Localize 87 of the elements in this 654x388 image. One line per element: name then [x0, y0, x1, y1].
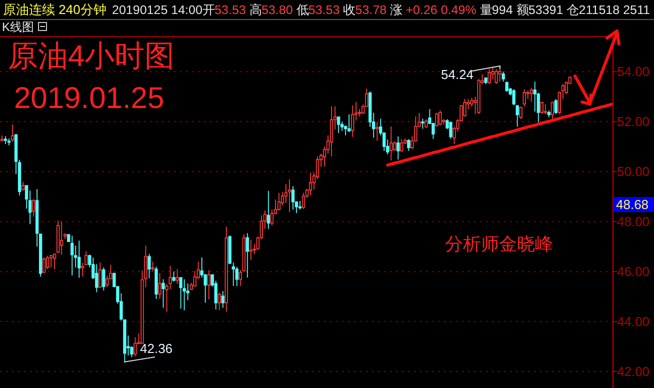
candlestick	[221, 290, 224, 308]
y-tick-label: 44.00	[617, 314, 650, 330]
candlestick	[49, 254, 53, 268]
candlestick	[540, 101, 544, 115]
candlestick	[78, 240, 81, 278]
candlestick	[218, 292, 221, 311]
candlestick	[298, 200, 302, 210]
candlestick	[336, 116, 340, 134]
candlestick	[56, 220, 60, 253]
candlestick	[505, 81, 508, 92]
candlestick	[291, 186, 295, 210]
chart-title: 原油4小时图	[8, 40, 175, 73]
candlestick	[4, 136, 8, 145]
text: 48.68	[616, 197, 649, 212]
candlestick	[502, 71, 505, 82]
candlestick	[7, 138, 11, 146]
candlestick	[400, 138, 404, 152]
candlestick	[438, 110, 442, 126]
candlestick	[10, 124, 14, 142]
candlestick	[519, 106, 522, 120]
candlestick	[277, 192, 281, 211]
y-tick-label: 42.00	[617, 364, 650, 380]
candlestick	[182, 278, 186, 311]
candlestick	[249, 239, 252, 261]
y-tick-label: 48.00	[617, 214, 650, 230]
candlestick	[491, 66, 494, 80]
candlestick	[151, 261, 154, 272]
candlestick	[424, 118, 428, 128]
candlestick	[148, 253, 151, 279]
candlestick	[488, 68, 491, 85]
candlestick	[407, 138, 410, 152]
candlestick	[449, 121, 452, 140]
candlestick	[390, 126, 393, 161]
candlestick	[550, 101, 554, 120]
candlestick	[60, 221, 64, 256]
candlestick	[477, 78, 480, 115]
candlestick	[21, 181, 25, 191]
candlestick	[162, 278, 165, 308]
candlestick	[288, 178, 292, 213]
y-tick-label: 54.00	[617, 64, 650, 80]
text: K线图	[2, 20, 34, 34]
candlestick	[102, 266, 106, 292]
candlestick	[347, 114, 351, 132]
candlestick	[32, 198, 36, 218]
candlestick	[98, 262, 102, 288]
candlestick	[154, 266, 158, 300]
candlestick	[246, 232, 249, 278]
candlestick	[52, 254, 56, 270]
candlestick	[484, 77, 488, 85]
y-tick-label: 52.00	[617, 114, 650, 130]
y-tick-label: 50.00	[617, 164, 650, 180]
candlestick	[172, 271, 176, 282]
line-series	[386, 102, 614, 167]
candlestick	[308, 172, 312, 196]
candlestick	[530, 87, 533, 102]
annotation: 54.24	[441, 67, 474, 82]
candlestick	[266, 190, 270, 230]
candlestick	[494, 68, 498, 85]
candlestick	[554, 98, 558, 115]
candlestick	[235, 266, 238, 287]
candlestick	[463, 98, 466, 118]
candlestick	[176, 268, 179, 285]
candlestick	[224, 226, 228, 312]
text: 2019.01.25	[14, 82, 164, 115]
candlestick	[42, 256, 46, 274]
candlestick	[376, 121, 379, 142]
candlestick	[46, 255, 50, 270]
candlestick	[350, 104, 354, 138]
annotation: 分析师金晓峰	[445, 234, 553, 254]
candlestick	[179, 277, 182, 309]
text: 20190125 14:00开53.53 高53.80 低53.53 收53.78 涨 +0.26 0.49% 量994 额53391 仓211518 2511	[112, 3, 648, 17]
candlestick	[421, 118, 424, 130]
candlestick	[70, 235, 74, 276]
candlestick	[396, 136, 400, 160]
candlestick	[134, 336, 137, 357]
candlestick	[207, 270, 210, 300]
annotation: 42.36	[140, 341, 173, 356]
candlestick	[435, 112, 438, 128]
candlestick	[158, 272, 162, 300]
candlestick	[302, 192, 306, 210]
candlestick	[330, 106, 334, 157]
candlestick	[522, 88, 526, 108]
candlestick	[544, 104, 547, 115]
candlestick	[547, 110, 550, 118]
text: 原油连续 240分钟	[3, 2, 106, 17]
y-tick-label: 46.00	[617, 264, 650, 280]
candlestick	[0, 134, 4, 142]
